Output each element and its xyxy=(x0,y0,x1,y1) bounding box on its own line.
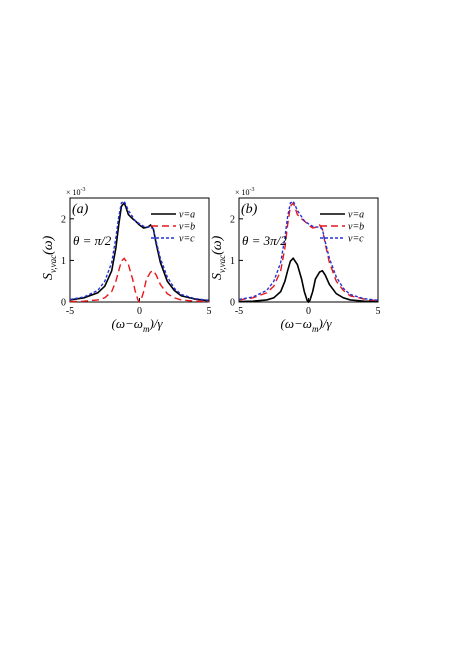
y-tick-label: 2 xyxy=(230,214,235,225)
legend-label: v=b xyxy=(348,222,364,233)
y-axis-label-arg: (ω) xyxy=(210,235,225,255)
x-tick-label: 5 xyxy=(207,306,212,317)
x-tick-label: 0 xyxy=(306,306,311,317)
legend-label: v=c xyxy=(348,234,364,245)
legend-label: v=a xyxy=(348,210,364,221)
series-line-v-c xyxy=(238,200,379,301)
x-axis-label-sub: m xyxy=(312,324,319,334)
panel-b xyxy=(238,197,379,304)
x-tick-label: 0 xyxy=(137,306,142,317)
y-axis-label: Sv,vac(ω) xyxy=(210,235,227,280)
x-axis-label-tail: )/γ xyxy=(317,316,332,331)
y-axis-label-arg: (ω) xyxy=(41,235,56,255)
legend-label: v=a xyxy=(179,210,195,221)
series-line-v-b xyxy=(69,257,210,304)
y-tick-label: 1 xyxy=(230,256,235,267)
x-axis-label-tail: )/γ xyxy=(148,316,163,331)
x-axis-label-sub: m xyxy=(143,324,150,334)
y-tick-label: 0 xyxy=(61,298,66,309)
axis-exponent-power: -3 xyxy=(250,187,255,193)
y-tick-label: 2 xyxy=(61,214,66,225)
panel-label: (b) xyxy=(241,202,258,217)
axis-exponent-power: -3 xyxy=(81,187,86,193)
y-axis-label: Sv,vac(ω) xyxy=(41,235,58,280)
panel-a xyxy=(69,197,210,304)
legend-label: v=c xyxy=(179,234,195,245)
y-tick-label: 0 xyxy=(230,298,235,309)
legend-label: v=b xyxy=(179,222,195,233)
axis-exponent: × 10-3 xyxy=(235,187,255,197)
x-axis-label: (ω−ωm)/γ xyxy=(112,316,164,334)
axis-exponent: × 10-3 xyxy=(66,187,86,197)
x-axis-label: (ω−ωm)/γ xyxy=(281,316,333,334)
theta-label: θ = π/2 xyxy=(73,233,112,248)
x-tick-label: -5 xyxy=(66,306,74,317)
y-axis-label-sub: v,vac xyxy=(217,255,227,273)
x-tick-label: 5 xyxy=(376,306,381,317)
series-line-v-a xyxy=(238,257,379,304)
y-axis-label-sub: v,vac xyxy=(48,255,58,273)
panel-label: (a) xyxy=(72,202,89,217)
y-tick-label: 1 xyxy=(61,256,66,267)
series-line-v-c xyxy=(69,200,210,301)
x-tick-label: -5 xyxy=(235,306,243,317)
theta-label: θ = 3π/2 xyxy=(242,233,287,248)
